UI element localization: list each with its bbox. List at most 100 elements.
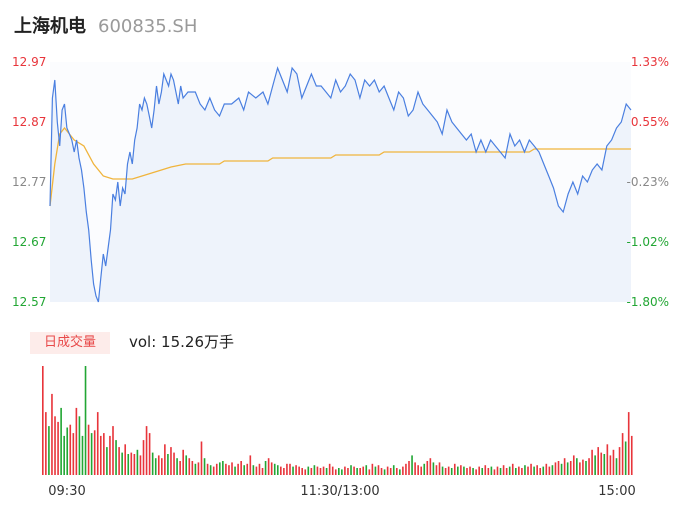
volume-bar (621, 433, 624, 475)
volume-bar (609, 455, 612, 475)
volume-bar (206, 463, 209, 475)
stock-code: 600835.SH (98, 16, 198, 37)
volume-bar (161, 458, 163, 475)
volume-bar (563, 458, 566, 475)
volume-bar (505, 468, 508, 475)
volume-bar (524, 465, 526, 475)
volume-bar (170, 447, 172, 475)
volume-bar (591, 449, 593, 475)
volume-bar (432, 462, 435, 475)
volume-bar (429, 458, 432, 475)
volume-bar (194, 463, 197, 475)
volume-bar (331, 466, 334, 475)
price-tick-label: 12.87 (12, 115, 46, 129)
volume-bar (490, 466, 493, 475)
volume-bar (176, 458, 178, 475)
volume-bar (304, 469, 307, 475)
volume-bar (542, 466, 545, 475)
volume-bar (197, 462, 200, 475)
volume-bar (289, 463, 291, 475)
volume-bar (514, 468, 517, 475)
volume-bar (292, 466, 294, 475)
volume-bar (347, 468, 349, 475)
stock-name: 上海机电 (14, 16, 86, 37)
volume-bar (585, 461, 587, 475)
volume-bar (582, 459, 584, 475)
volume-bar (536, 465, 538, 475)
volume-bar (615, 458, 618, 475)
volume-bar (93, 430, 96, 475)
volume-bar (588, 458, 590, 475)
volume-bar (191, 461, 194, 475)
volume-bar (72, 433, 75, 475)
volume-bar (307, 466, 310, 475)
volume-bar (600, 452, 603, 475)
volume-bar (441, 466, 444, 475)
volume-bar (475, 469, 477, 475)
volume-bar (395, 468, 398, 475)
volume-bar (539, 468, 542, 475)
volume-bar (380, 468, 383, 475)
volume-bar (222, 461, 224, 475)
volume-bar (554, 462, 557, 475)
volume-bar (133, 454, 136, 475)
volume-bar (627, 412, 630, 475)
volume-bar (240, 461, 242, 475)
volume-bar (173, 452, 175, 475)
volume-bar (521, 468, 523, 475)
volume-bar (399, 469, 401, 475)
volume-bar (569, 461, 572, 475)
volume-bar (527, 466, 529, 475)
volume-bar (96, 412, 99, 475)
volume-bar (270, 462, 273, 475)
volume-bar (57, 421, 59, 475)
volume-bar (487, 468, 490, 475)
volume-bar (606, 444, 609, 475)
time-tick-label: 15:00 (598, 484, 635, 499)
volume-bar (338, 468, 340, 475)
volume-bar (618, 447, 621, 475)
volume-bar (423, 463, 426, 475)
volume-bar (417, 465, 419, 475)
volume-bar (530, 463, 532, 475)
time-tick-label: 11:30/13:00 (300, 484, 379, 499)
volume-tab[interactable]: 日成交量 (30, 332, 110, 354)
volume-bar (624, 441, 627, 475)
volume-bar (203, 458, 206, 475)
price-tick-label: 12.77 (12, 175, 46, 189)
volume-bar (447, 466, 450, 475)
volume-bar (148, 433, 151, 475)
volume-bar (576, 458, 578, 475)
stock-title: 上海机电 600835.SH (14, 12, 197, 40)
volume-bar (334, 469, 337, 475)
volume-bar (78, 416, 81, 475)
volume-bar (484, 465, 487, 475)
volume-bar (408, 461, 410, 475)
volume-bar (261, 468, 264, 475)
price-tick-label: 12.57 (12, 295, 46, 309)
volume-bar (90, 433, 93, 475)
volume-bar (597, 447, 599, 475)
volume-bar (142, 440, 145, 475)
volume-bar (264, 461, 267, 475)
volume-bar (548, 466, 551, 475)
volume-bar (267, 458, 270, 475)
volume-bar (435, 465, 438, 475)
volume-bar (368, 469, 371, 475)
volume-bar (371, 463, 374, 475)
volume-bar (54, 416, 56, 475)
volume-bar (457, 466, 459, 475)
volume-bar (246, 463, 249, 475)
volume-bar (499, 468, 502, 475)
volume-bar (225, 463, 227, 475)
volume-bar (341, 469, 343, 475)
volume-bar (411, 455, 413, 475)
volume-bar (151, 452, 154, 475)
volume-bar (557, 461, 560, 475)
volume-bar (313, 465, 316, 475)
volume-bar (154, 458, 157, 475)
volume-bar (560, 463, 563, 475)
volume-bar (157, 455, 160, 475)
volume-bar (69, 424, 72, 475)
volume-bar (45, 412, 47, 475)
